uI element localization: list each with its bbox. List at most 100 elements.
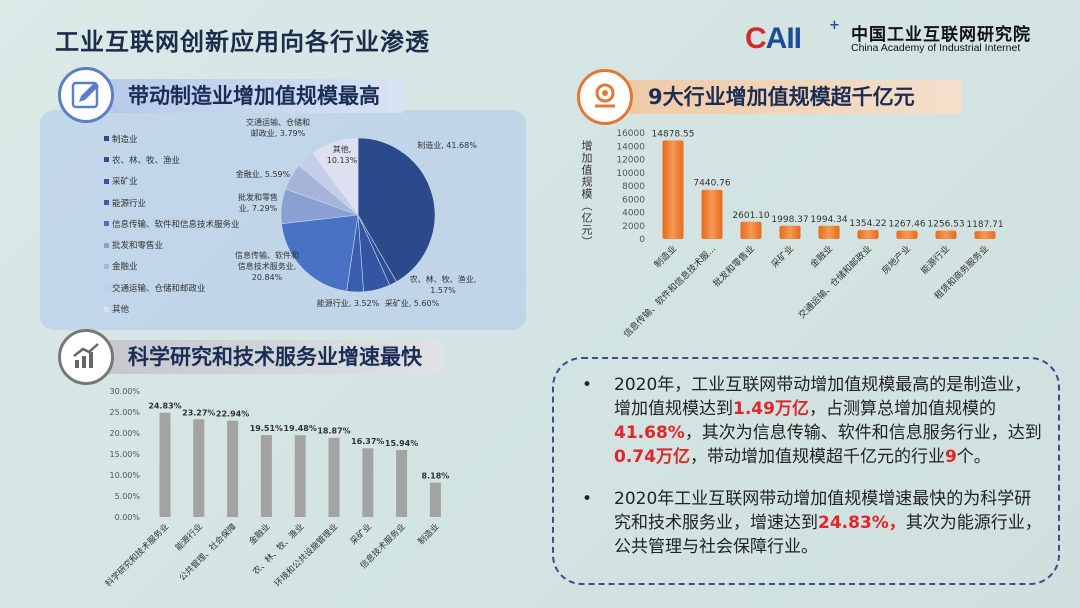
x-category-label: 房地产业 xyxy=(879,243,913,277)
x-category-label: 公共管理、社会保障 xyxy=(177,521,239,583)
bar-data-label: 15.94% xyxy=(385,439,418,448)
section-heading-3: 科学研究和技术服务业增速最快 xyxy=(92,340,442,374)
legend-label: 其他 xyxy=(112,305,130,316)
summary-text: 其次为能源行业，公共管理与社会保障行业。 xyxy=(614,513,1042,557)
legend-label: 农、林、牧、渔业 xyxy=(112,155,181,166)
legend-item: 农、林、牧、渔业 xyxy=(104,149,240,170)
bar-data-label: 14878.55 xyxy=(652,129,695,139)
legend-swatch xyxy=(104,200,109,206)
bar xyxy=(662,140,684,239)
highlight-text: 0.74万亿 xyxy=(614,447,690,467)
bar-chart-value: 0 2000 4000 6000 8000 10000 12000 14000 16000 148… xyxy=(616,129,1003,340)
bar-data-label: 1267.46 xyxy=(888,220,925,230)
x-category-label: 金融业 xyxy=(808,243,836,271)
logo-plus: + xyxy=(829,18,840,33)
bar-data-label: 16.37% xyxy=(351,437,384,446)
bar xyxy=(294,435,306,517)
y-tick-label: 0 xyxy=(639,235,645,245)
y-tick-label: 20.00% xyxy=(109,429,140,438)
x-category-label: 交通运输、仓储和邮政业 xyxy=(796,243,874,321)
bar xyxy=(896,230,918,239)
legend-label: 制造业 xyxy=(112,134,138,145)
bar-data-label: 1998.37 xyxy=(771,215,808,225)
legend-swatch xyxy=(104,285,109,291)
legend-swatch xyxy=(104,221,109,227)
bar xyxy=(935,230,957,239)
bar xyxy=(193,419,205,517)
x-category-label: 批发和零售业 xyxy=(710,243,757,290)
legend-item: 采矿业 xyxy=(104,171,240,192)
bar-data-label: 23.27% xyxy=(182,408,215,417)
highlight-text: 24.83%， xyxy=(818,513,906,533)
x-category-label: 金融业 xyxy=(247,521,273,547)
bar-chart-growth-icon xyxy=(58,329,114,385)
bar-data-label: 19.51% xyxy=(250,424,283,433)
x-category-label: 科学研究和技术服务业 xyxy=(103,521,171,589)
bar-data-label: 7440.76 xyxy=(693,179,730,189)
x-category-label: 环境和公共设施管理业 xyxy=(272,521,340,589)
legend-item: 批发和零售业 xyxy=(104,234,240,255)
legend-item: 信息传输、软件和信息技术服务业 xyxy=(104,213,240,234)
y-tick-label: 8000 xyxy=(622,182,645,192)
y-tick-label: 6000 xyxy=(622,195,645,205)
y-tick-label: 12000 xyxy=(616,156,645,166)
page-title: 工业互联网创新应用向各行业渗透 xyxy=(55,28,430,56)
bar-data-label: 1994.34 xyxy=(810,215,847,225)
y-tick-label: 14000 xyxy=(616,142,645,152)
summary-bullet: 2020年，工业互联网带动增加值规模最高的是制造业，增加值规模达到1.49万亿，… xyxy=(582,373,1042,469)
x-category-label: 制造业 xyxy=(416,521,442,547)
pie-legend: 制造业 农、林、牧、渔业 采矿业 能源行业 信息传输、软件和信息技术服务业 批发和零售业金… xyxy=(104,128,240,320)
bar xyxy=(159,412,171,517)
bar xyxy=(818,225,840,239)
y-tick-label: 0.00% xyxy=(115,513,141,522)
highlight-text: 9 xyxy=(944,447,957,467)
pencil-icon xyxy=(58,67,114,123)
bar xyxy=(701,189,723,239)
x-category-label: 采矿业 xyxy=(348,521,374,547)
legend-label: 采矿业 xyxy=(112,177,138,188)
bar-data-label: 1187.71 xyxy=(966,220,1003,230)
bar-chart-growth: 0.00% 5.00% 10.00% 15.00% 20.00% 25.00% 30.00%… xyxy=(103,387,450,589)
bar xyxy=(857,230,879,239)
y-tick-label: 10000 xyxy=(616,169,645,179)
summary-text: 2020年，工业互联网带动增加值规模最高的是制造业，增加值规模达到 xyxy=(614,375,1032,419)
section-heading-2: 9大行业增加值规模超千亿元 xyxy=(612,80,962,114)
summary-text: ，其次为信息传输、软件和信息服务行业，达到 xyxy=(684,423,1042,443)
bar xyxy=(429,482,441,517)
summary-text: 个。 xyxy=(956,447,991,467)
bar xyxy=(362,448,374,517)
x-category-label: 制造业 xyxy=(652,243,680,271)
y-tick-label: 4000 xyxy=(622,209,645,219)
y-tick-label: 25.00% xyxy=(109,408,140,417)
legend-label: 能源行业 xyxy=(112,198,147,209)
bar xyxy=(260,435,272,517)
bar xyxy=(974,231,996,239)
caii-logo: CAII + 中国工业互联网研究院 China Academy of Indus… xyxy=(745,18,1045,58)
bar-data-label: 1256.53 xyxy=(927,220,964,230)
summary-text: 2020年工业互联网带动增加值规模增速最快的为科学研究和技术服务业，增速达到 xyxy=(614,489,1032,533)
y-tick-label: 15.00% xyxy=(109,450,140,459)
y-tick-label: 10.00% xyxy=(109,471,140,480)
bar xyxy=(779,225,801,239)
summary-box: 2020年，工业互联网带动增加值规模最高的是制造业，增加值规模达到1.49万亿，… xyxy=(552,357,1060,585)
x-category-label: 采矿业 xyxy=(769,243,797,271)
legend-label: 信息传输、软件和信息技术服务业 xyxy=(112,219,240,230)
legend-item: 交通运输、仓储和邮政业 xyxy=(104,277,240,298)
legend-swatch xyxy=(104,178,109,184)
bar-data-label: 8.18% xyxy=(422,472,450,481)
location-pin-icon xyxy=(577,69,633,125)
y-tick-label: 16000 xyxy=(616,129,645,139)
bar-data-label: 18.87% xyxy=(317,427,350,436)
legend-label: 批发和零售业 xyxy=(112,241,164,252)
bar xyxy=(227,420,239,517)
y-tick-label: 30.00% xyxy=(109,387,140,396)
highlight-text: 1.49万亿 xyxy=(733,399,809,419)
legend-swatch xyxy=(104,242,109,248)
bar xyxy=(740,221,762,239)
summary-text: ，带动增加值规模超千亿元的行业 xyxy=(689,447,945,467)
legend-item: 能源行业 xyxy=(104,192,240,213)
legend-item: 制造业 xyxy=(104,128,240,149)
summary-text: ，占测算总增加值规模的 xyxy=(808,399,996,419)
bar-data-label: 1354.22 xyxy=(849,219,886,229)
y-tick-label: 2000 xyxy=(622,222,645,232)
